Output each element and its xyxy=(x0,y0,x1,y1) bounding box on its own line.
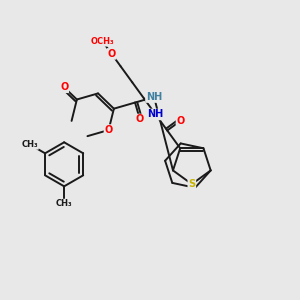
Text: OCH₃: OCH₃ xyxy=(91,37,114,46)
Text: O: O xyxy=(104,125,113,135)
Text: S: S xyxy=(188,179,195,189)
Text: CH₃: CH₃ xyxy=(56,200,72,208)
Text: CH₃: CH₃ xyxy=(22,140,38,149)
Text: O: O xyxy=(136,115,144,124)
Text: O: O xyxy=(60,82,68,92)
Text: NH: NH xyxy=(148,110,164,119)
Text: O: O xyxy=(107,49,116,59)
Text: NH: NH xyxy=(146,92,162,102)
Text: O: O xyxy=(176,116,185,126)
